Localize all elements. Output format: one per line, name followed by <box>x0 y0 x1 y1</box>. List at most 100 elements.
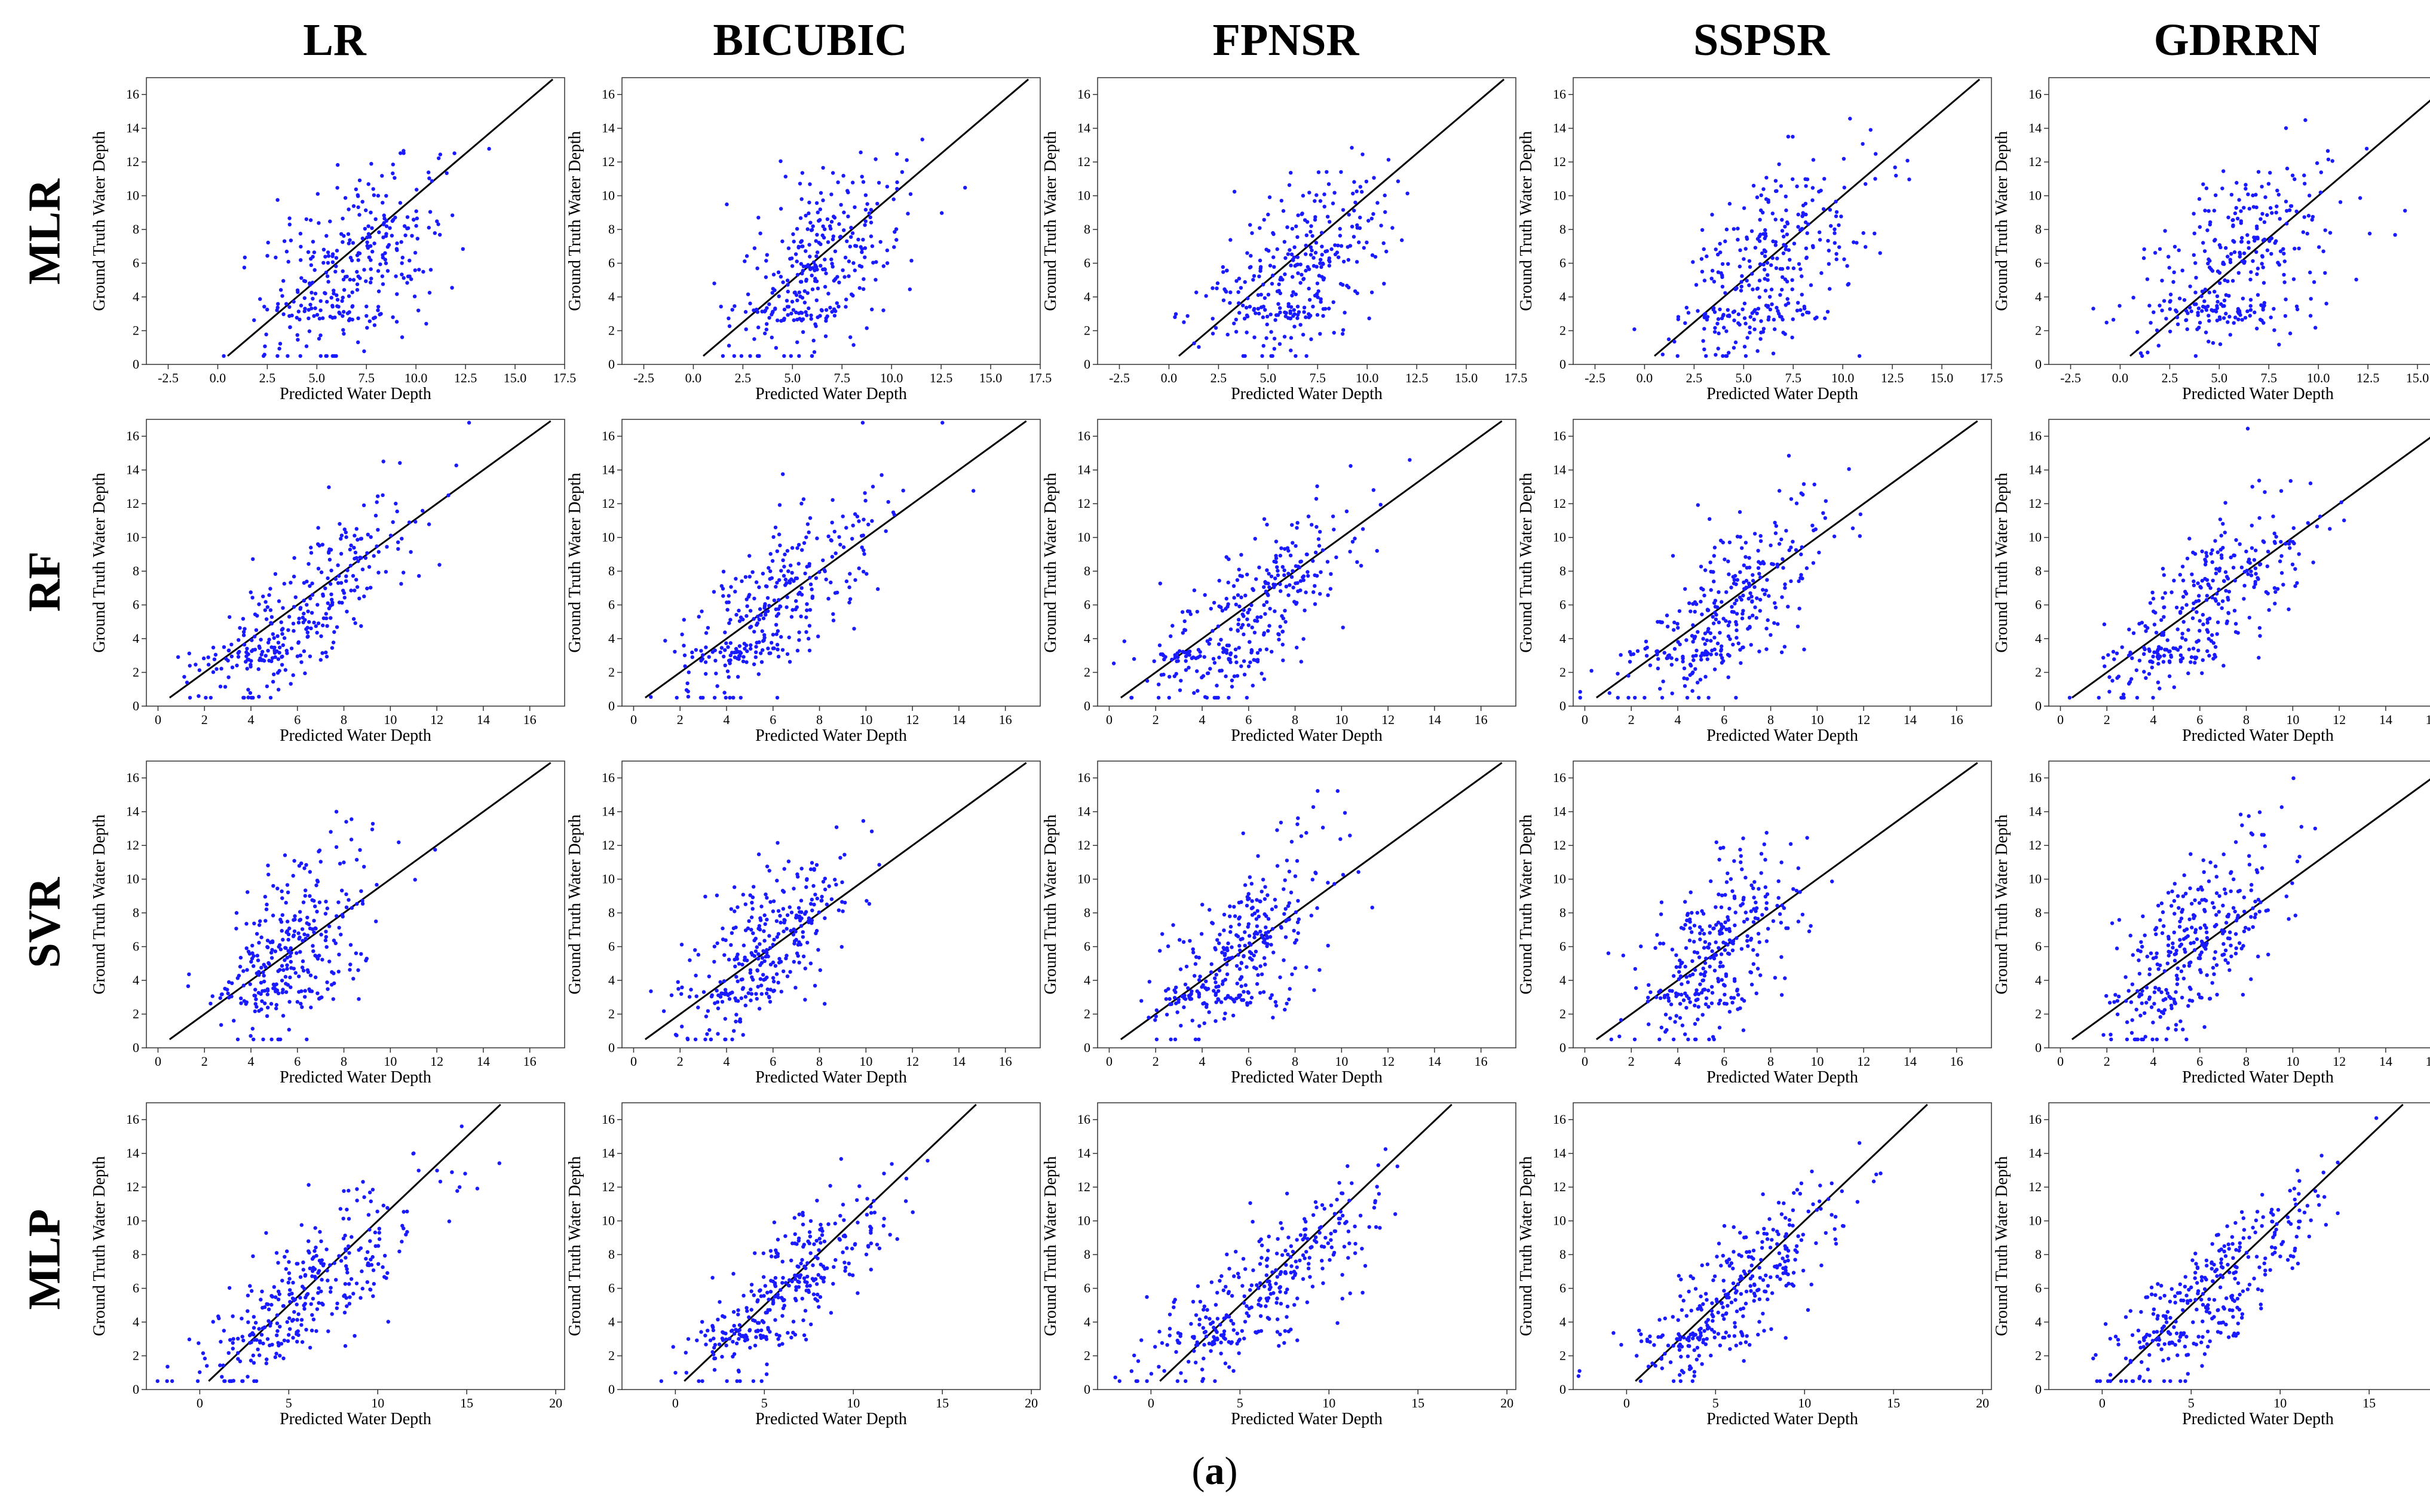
data-point <box>1786 266 1790 270</box>
data-point <box>2204 308 2209 312</box>
data-point <box>2172 270 2176 274</box>
data-point <box>330 646 335 650</box>
data-point <box>330 600 335 605</box>
data-point <box>241 617 246 621</box>
data-point <box>1720 978 1724 982</box>
data-point <box>1386 158 1391 162</box>
data-point <box>2193 290 2198 295</box>
data-point <box>1353 536 1357 541</box>
data-point <box>770 291 774 295</box>
data-point <box>1339 170 1343 174</box>
data-point <box>1701 978 1706 983</box>
data-point <box>1759 319 1763 323</box>
data-point <box>1335 789 1340 793</box>
data-point <box>334 845 339 849</box>
data-point <box>1265 942 1270 946</box>
data-point <box>1810 523 1815 527</box>
data-point <box>704 1014 709 1019</box>
data-point <box>1261 283 1265 287</box>
data-point <box>2244 549 2248 554</box>
reference-line <box>169 762 551 1041</box>
data-point <box>749 915 754 919</box>
data-point <box>1264 600 1269 604</box>
data-point <box>262 979 266 984</box>
data-point <box>302 296 307 300</box>
data-point <box>1338 234 1343 238</box>
data-point <box>271 680 275 684</box>
data-point <box>237 974 241 978</box>
x-tick-label: 8 <box>2243 712 2250 727</box>
data-point <box>1735 628 1739 633</box>
data-point <box>1260 933 1264 937</box>
data-point <box>1771 562 1776 566</box>
y-tick-label: 2 <box>1084 665 1090 680</box>
data-point <box>808 220 813 225</box>
data-point <box>1237 922 1242 927</box>
data-point <box>862 548 866 553</box>
x-axis-label: Predicted Water Depth <box>2182 726 2334 745</box>
data-point <box>339 551 344 556</box>
data-point <box>736 674 740 679</box>
data-point <box>1684 946 1689 950</box>
data-point <box>1780 287 1784 292</box>
y-tick-label: 10 <box>2028 188 2042 203</box>
data-point <box>1800 545 1804 550</box>
data-point <box>2207 654 2211 658</box>
data-point <box>850 536 854 541</box>
x-tick-label: -2.5 <box>158 370 179 385</box>
data-point <box>1738 535 1742 539</box>
data-point <box>1665 614 1669 618</box>
data-point <box>1792 241 1797 246</box>
data-point <box>331 640 336 645</box>
data-point <box>690 655 695 660</box>
data-point <box>1773 520 1777 525</box>
data-point <box>253 612 258 617</box>
data-point <box>860 545 864 550</box>
x-tick-label: 10 <box>384 712 397 727</box>
data-point <box>841 514 845 519</box>
data-point <box>1286 904 1291 908</box>
y-tick-label: 12 <box>2028 154 2042 169</box>
data-point <box>317 317 322 321</box>
y-tick-label: 0 <box>2035 698 2042 713</box>
data-point <box>257 644 261 649</box>
data-point <box>1685 918 1689 922</box>
data-point <box>384 261 388 265</box>
data-point <box>313 904 317 909</box>
data-point <box>351 617 356 621</box>
data-point <box>1893 165 1897 170</box>
data-point <box>337 952 341 957</box>
data-point <box>2258 317 2263 322</box>
data-point <box>1350 146 1354 150</box>
data-point <box>1739 597 1743 602</box>
data-point <box>1156 695 1161 700</box>
data-point <box>1245 617 1249 621</box>
data-point <box>2284 200 2288 204</box>
data-point <box>1756 931 1761 936</box>
data-point <box>699 658 703 663</box>
data-point <box>826 292 831 296</box>
data-point <box>707 974 712 979</box>
data-point <box>1340 332 1345 336</box>
data-point <box>286 937 290 942</box>
data-point <box>1250 231 1254 235</box>
data-point <box>2232 553 2236 557</box>
data-point <box>1785 220 1789 225</box>
data-point <box>2135 330 2140 335</box>
data-point <box>1789 579 1793 584</box>
data-point <box>313 292 318 296</box>
data-point <box>1781 251 1786 256</box>
data-point <box>2190 616 2195 621</box>
data-point <box>2218 342 2223 346</box>
data-point <box>312 268 317 272</box>
data-point <box>265 939 270 943</box>
data-point <box>1170 624 1175 628</box>
data-point <box>2250 523 2254 527</box>
data-point <box>831 265 835 269</box>
data-point <box>1283 935 1288 939</box>
data-point <box>1616 671 1620 676</box>
data-point <box>1825 309 1830 314</box>
data-point <box>800 548 804 552</box>
x-tick-label: 0 <box>1582 712 1588 727</box>
